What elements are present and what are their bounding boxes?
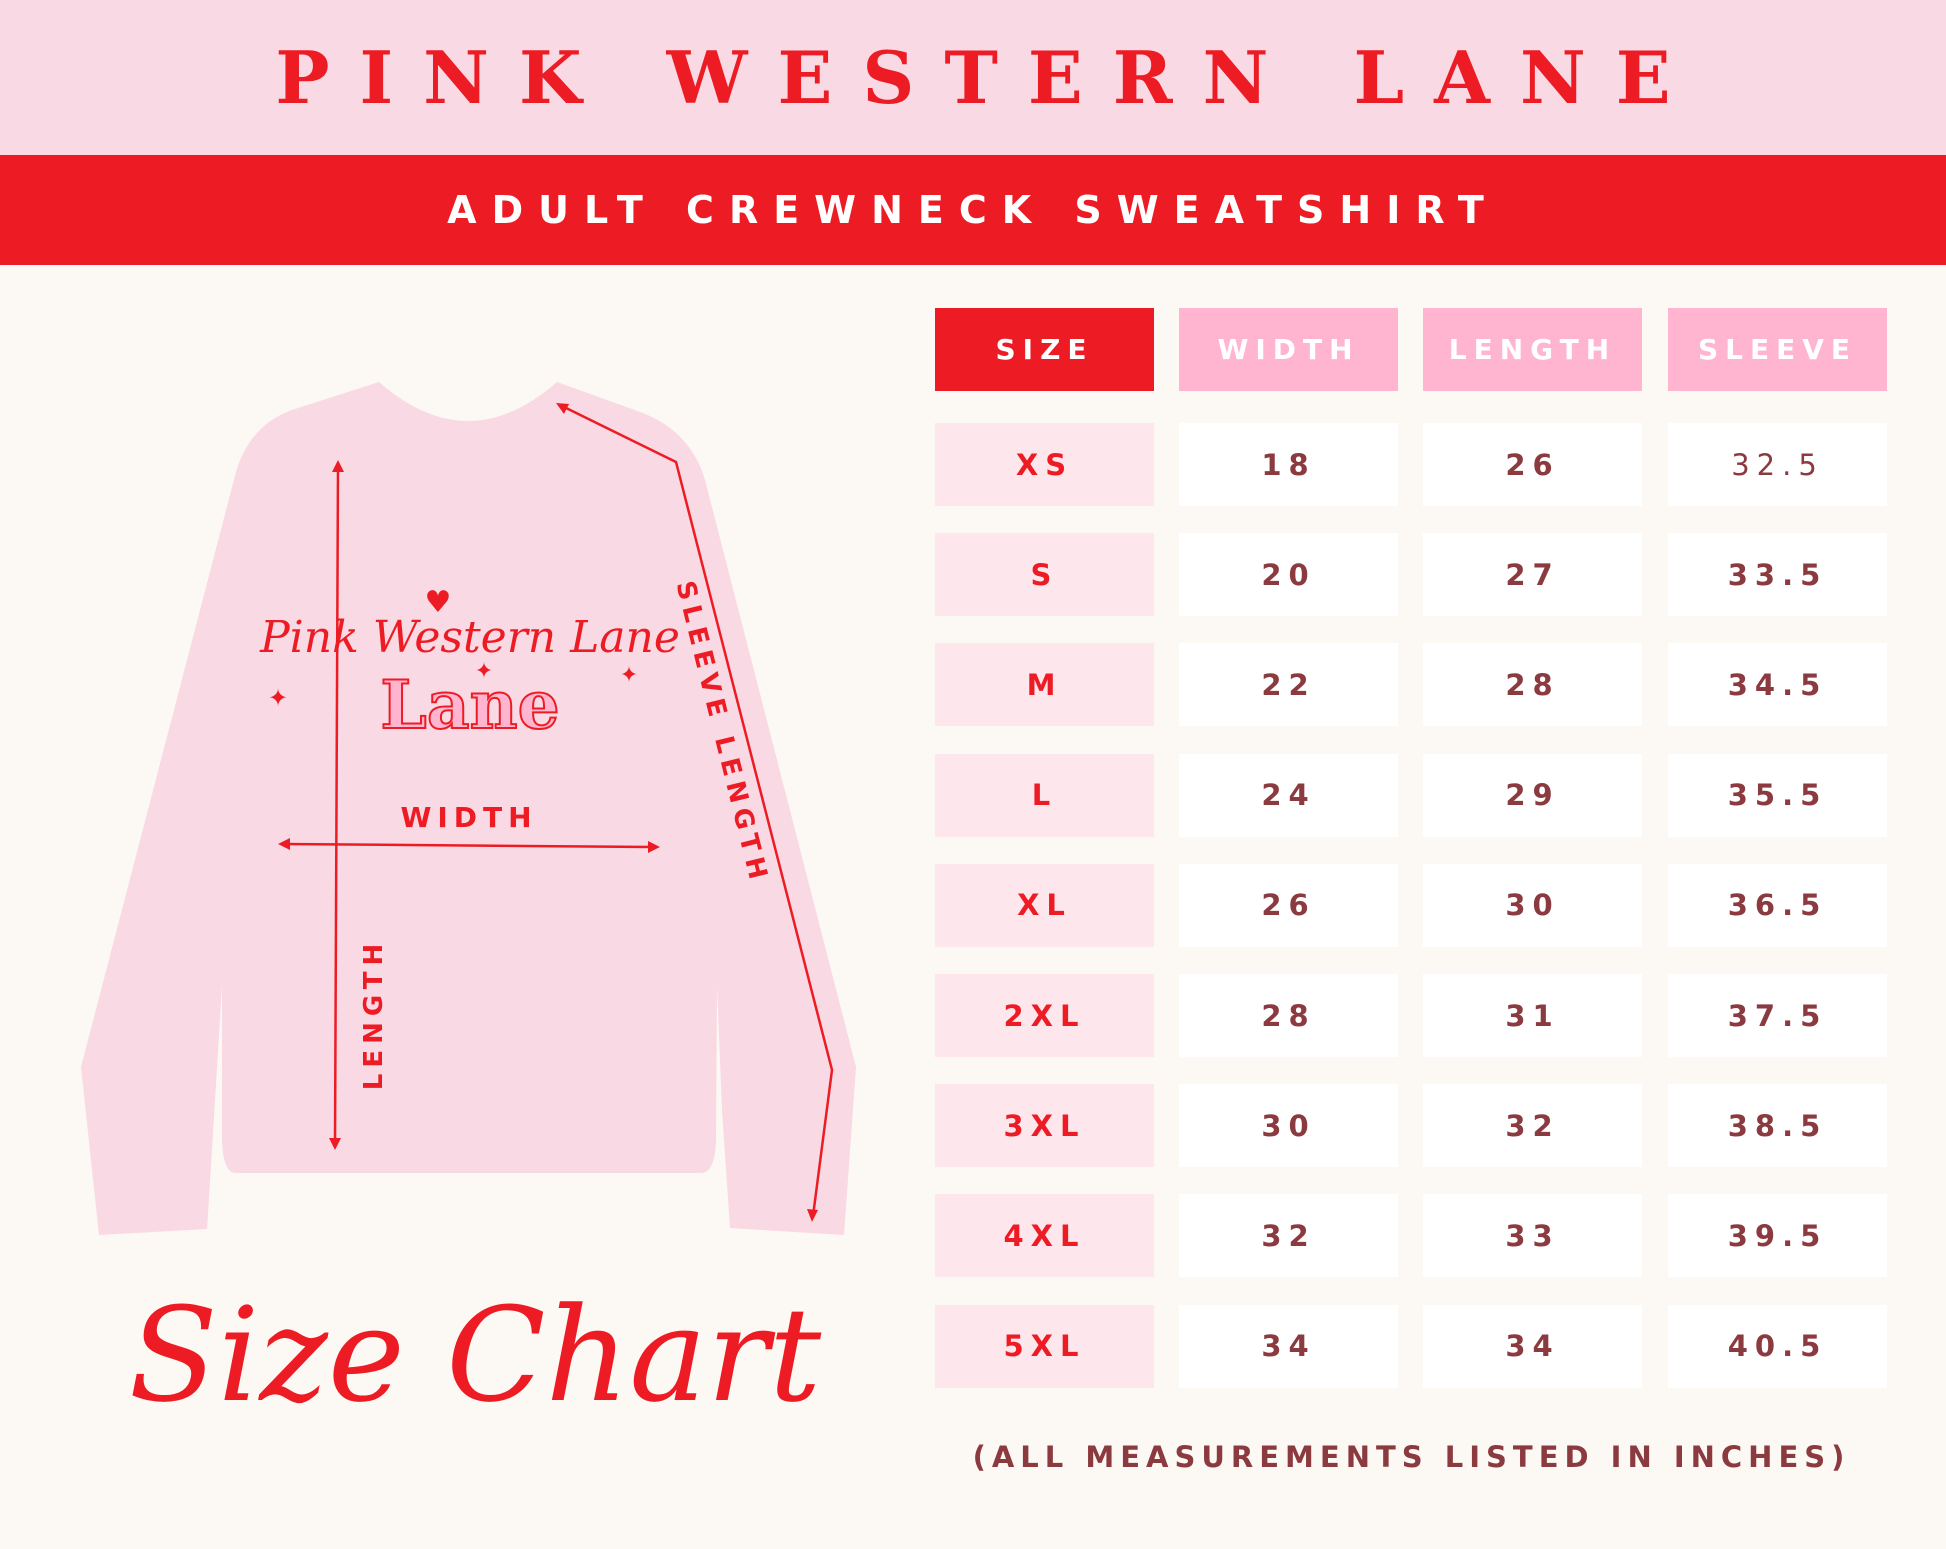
measurement-cell: 31 [1423,974,1642,1057]
measurement-cell: 30 [1423,863,1642,947]
size-cell: 5XL [935,1304,1154,1388]
size-cell: 3XL [935,1084,1154,1168]
logo-lane: Lane [380,666,559,744]
heart-icon: ♥ [425,585,452,620]
measurement-cell: 30 [1179,1084,1398,1168]
measurement-cell: 28 [1423,643,1642,727]
measurement-cell: 26 [1423,423,1642,506]
measurement-note: (ALL MEASUREMENTS LISTED IN INCHES) [972,1440,1851,1474]
size-cell: XL [935,863,1154,947]
measurement-cell: 28 [1179,974,1398,1057]
measurement-cell: 36.5 [1668,863,1887,947]
size-cell: 2XL [935,974,1154,1057]
measurement-cell: 29 [1423,753,1642,837]
measurement-cell: 32.5 [1668,423,1887,506]
product-title: ADULT CREWNECK SWEATSHIRT [447,188,1499,232]
measurement-cell: 26 [1179,863,1398,947]
brand-header: PINK WESTERN LANE [0,0,1946,155]
size-cell: 4XL [935,1194,1154,1278]
sparkle-icon: ✦ [268,684,288,712]
size-cell: XS [935,423,1154,506]
column-header-sleeve: SLEEVE [1668,308,1887,391]
measurement-cell: 34 [1179,1304,1398,1388]
width-label: WIDTH [400,801,537,834]
measurement-cell: 33.5 [1668,533,1887,617]
size-cell: M [935,643,1154,727]
measurement-cell: 18 [1179,423,1398,506]
measurement-cell: 37.5 [1668,974,1887,1057]
measurement-cell: 34.5 [1668,643,1887,727]
sparkle-icon: ✦ [475,659,493,684]
sweatshirt-shape [81,382,856,1235]
length-label: LENGTH [359,938,389,1090]
measurement-cell: 20 [1179,533,1398,617]
size-chart-title: Size Chart [129,1279,822,1431]
column-header-size: SIZE [935,308,1154,391]
product-band: ADULT CREWNECK SWEATSHIRT [0,155,1946,265]
measurement-cell: 39.5 [1668,1194,1887,1278]
brand-title: PINK WESTERN LANE [275,35,1701,120]
column-header-width: WIDTH [1179,308,1398,391]
sparkle-icon: ✦ [620,663,638,688]
measurement-cell: 32 [1179,1194,1398,1278]
measurement-cell: 27 [1423,533,1642,617]
measurement-cell: 32 [1423,1084,1642,1168]
measurement-cell: 33 [1423,1194,1642,1278]
measurement-cell: 35.5 [1668,753,1887,837]
size-cell: L [935,753,1154,837]
measurement-cell: 34 [1423,1304,1642,1388]
measurement-cell: 24 [1179,753,1398,837]
measurement-cell: 40.5 [1668,1304,1887,1388]
measurement-cell: 22 [1179,643,1398,727]
column-header-length: LENGTH [1423,308,1642,391]
measurement-cell: 38.5 [1668,1084,1887,1168]
size-cell: S [935,533,1154,617]
logo-script: Pink Western Lane [259,612,680,663]
